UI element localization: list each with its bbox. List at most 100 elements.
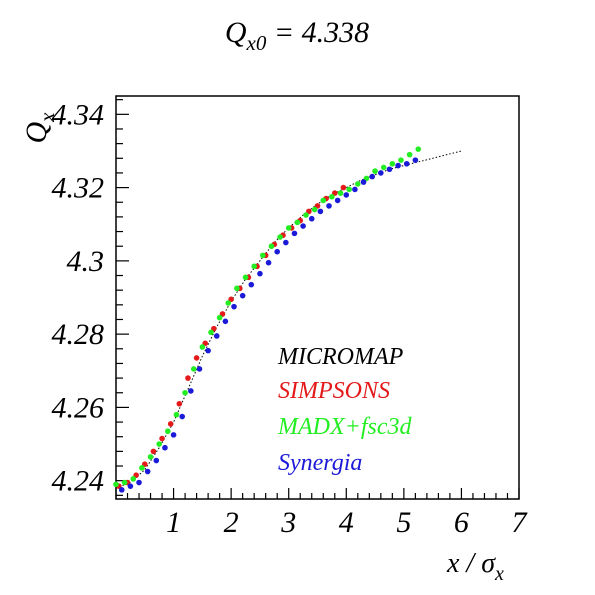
x-axis-label: x / σx: [446, 548, 504, 585]
legend-entry-synergia: Synergia: [278, 450, 362, 476]
point-synergia: [386, 166, 393, 173]
point-madx-fsc3d: [320, 197, 327, 204]
x-tick-label: 6: [454, 506, 469, 539]
point-madx-fsc3d: [121, 479, 128, 486]
point-madx-fsc3d: [380, 164, 387, 171]
point-synergia: [231, 303, 237, 310]
point-madx-fsc3d: [303, 212, 309, 218]
point-synergia: [118, 487, 125, 493]
x-tick-label: 4: [339, 506, 354, 539]
x-tick-label: 3: [280, 506, 296, 539]
point-madx-fsc3d: [355, 181, 361, 187]
y-tick-label: 4.3: [67, 245, 105, 278]
y-tick-label: 4.26: [52, 391, 105, 424]
point-simpsons: [176, 400, 183, 407]
point-simpsons: [185, 375, 191, 381]
point-madx-fsc3d: [415, 146, 422, 152]
point-madx-fsc3d: [389, 160, 396, 167]
point-synergia: [274, 248, 281, 255]
series-layer: [113, 146, 462, 493]
point-madx-fsc3d: [113, 481, 119, 488]
y-tick-label: 4.34: [52, 98, 105, 131]
legend-entry-micromap: MICROMAP: [277, 344, 404, 370]
point-madx-fsc3d: [260, 252, 266, 259]
point-madx-fsc3d: [182, 389, 188, 396]
point-simpsons: [167, 421, 174, 427]
point-simpsons: [340, 184, 347, 191]
point-synergia: [153, 457, 160, 464]
point-synergia: [257, 270, 263, 277]
point-madx-fsc3d: [372, 168, 378, 174]
x-tick-label: 7: [512, 506, 529, 539]
point-madx-fsc3d: [311, 206, 318, 213]
point-madx-fsc3d: [147, 454, 154, 460]
point-synergia: [222, 318, 229, 325]
point-synergia: [162, 444, 168, 451]
y-tick-label: 4.28: [52, 318, 105, 351]
point-madx-fsc3d: [277, 234, 283, 240]
point-madx-fsc3d: [165, 428, 171, 435]
ticks-layer: 1 2 3 4 5 6 7 4.24 4.26 4.28 4.3 4.32 4.34: [52, 98, 529, 539]
point-madx-fsc3d: [156, 441, 162, 447]
point-synergia: [265, 259, 272, 266]
point-synergia: [300, 223, 306, 229]
legend-entry-simpsons: SIMPSONS: [278, 378, 390, 404]
point-synergia: [248, 281, 255, 288]
point-synergia: [360, 179, 367, 185]
point-synergia: [196, 366, 203, 372]
point-madx-fsc3d: [130, 476, 137, 482]
point-synergia: [136, 479, 142, 486]
x-tick-label: 5: [396, 506, 411, 539]
point-synergia: [205, 347, 211, 354]
point-simpsons: [159, 435, 165, 442]
point-synergia: [334, 197, 341, 204]
point-synergia: [317, 208, 324, 215]
y-tick-label: 4.32: [52, 172, 105, 205]
point-madx-fsc3d: [216, 314, 223, 321]
point-synergia: [343, 192, 350, 198]
point-madx-fsc3d: [234, 285, 240, 292]
legend-entry-madx-fsc3d: MADX+fsc3d: [277, 414, 413, 440]
point-madx-fsc3d: [225, 300, 232, 306]
point-madx-fsc3d: [199, 344, 206, 350]
point-madx-fsc3d: [329, 193, 335, 200]
point-madx-fsc3d: [268, 243, 275, 250]
point-madx-fsc3d: [208, 329, 214, 336]
point-synergia: [291, 230, 298, 237]
point-synergia: [412, 157, 419, 163]
point-synergia: [144, 468, 151, 475]
x-tick-label: 1: [166, 506, 181, 539]
point-synergia: [326, 203, 332, 209]
point-synergia: [369, 173, 375, 180]
point-synergia: [179, 413, 186, 420]
point-synergia: [403, 160, 410, 167]
point-synergia: [283, 239, 289, 246]
y-axis-label: Qx: [20, 112, 59, 144]
point-madx-fsc3d: [285, 225, 292, 231]
chart-title: Qx0 = 4.338: [225, 16, 369, 55]
point-madx-fsc3d: [139, 465, 145, 471]
point-madx-fsc3d: [242, 274, 249, 281]
point-synergia: [239, 292, 246, 299]
point-madx-fsc3d: [398, 157, 404, 163]
point-synergia: [170, 432, 177, 438]
x-tick-label: 2: [224, 506, 239, 539]
point-simpsons: [193, 355, 200, 361]
y-tick-label: 4.24: [52, 465, 105, 498]
point-madx-fsc3d: [346, 186, 352, 193]
point-madx-fsc3d: [251, 263, 257, 270]
point-synergia: [308, 215, 315, 222]
plot-frame: [115, 95, 520, 500]
point-madx-fsc3d: [294, 219, 301, 226]
legend: MICROMAP SIMPSONS MADX+fsc3d Synergia: [277, 344, 413, 476]
point-madx-fsc3d: [406, 151, 413, 158]
point-synergia: [395, 162, 401, 169]
point-simpsons: [150, 448, 157, 455]
point-madx-fsc3d: [190, 366, 197, 372]
point-madx-fsc3d: [173, 411, 180, 418]
point-synergia: [188, 388, 194, 394]
point-synergia: [127, 483, 134, 489]
point-madx-fsc3d: [337, 190, 344, 196]
point-synergia: [352, 186, 358, 193]
